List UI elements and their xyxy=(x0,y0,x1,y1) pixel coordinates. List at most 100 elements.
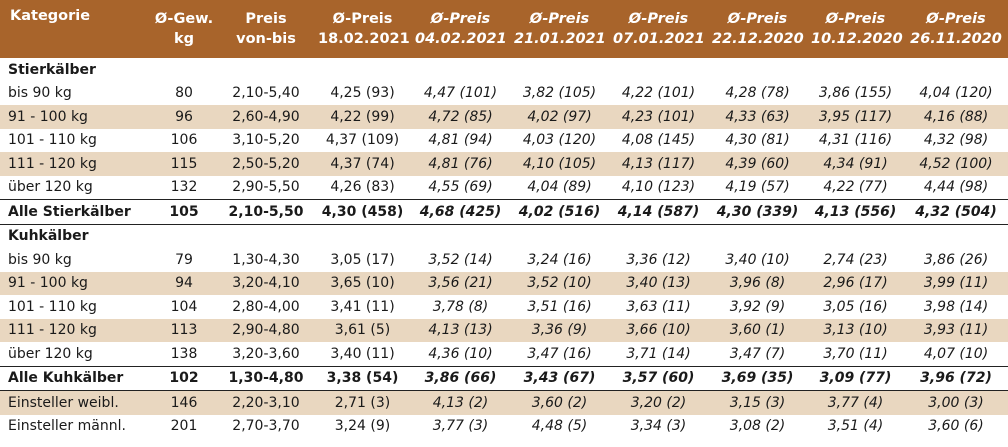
value-cell: 3,47 (7) xyxy=(708,342,807,366)
category-cell: Einsteller männl. xyxy=(0,414,150,438)
header-col-6: Ø-Preis 07.01.2021 xyxy=(609,0,708,58)
value-cell: 3,93 (11) xyxy=(904,318,1008,342)
value-cell xyxy=(904,58,1008,82)
value-cell: 1,30-4,80 xyxy=(218,365,314,391)
value-cell: 3,13 (10) xyxy=(807,318,904,342)
value-cell: 2,71 (3) xyxy=(314,390,411,415)
header-line1: Ø-Preis xyxy=(332,11,393,27)
value-cell: 4,04 (120) xyxy=(904,81,1008,105)
header-col-8: Ø-Preis 10.12.2020 xyxy=(807,0,904,58)
header-line2: 18.02.2021 xyxy=(318,31,410,47)
value-cell: 2,50-5,20 xyxy=(218,152,314,176)
table-body: Stierkälber bis 90 kg 80 2,10-5,40 4,25 (93)… xyxy=(0,58,1008,438)
value-cell: 3,00 (3) xyxy=(904,390,1008,415)
value-cell: 3,43 (67) xyxy=(510,365,609,391)
total-row: Alle Kuhkälber 102 1,30-4,80 3,38 (54) 3,86 … xyxy=(0,365,1008,391)
value-cell: 4,08 (145) xyxy=(609,128,708,152)
value-cell: 4,19 (57) xyxy=(708,175,807,200)
header-line2: 21.01.2021 xyxy=(514,31,606,47)
price-table: Kategorie Ø-Gew. kg Preis von-bis Ø-Preis 18.0… xyxy=(0,0,1008,438)
category-cell: über 120 kg xyxy=(0,175,150,200)
value-cell: 2,80-4,00 xyxy=(218,295,314,319)
value-cell: 4,22 (99) xyxy=(314,105,411,129)
value-cell: 3,47 (16) xyxy=(510,342,609,366)
value-cell: 4,04 (89) xyxy=(510,175,609,200)
value-cell: 2,90-5,50 xyxy=(218,175,314,200)
header-line2: 07.01.2021 xyxy=(613,31,705,47)
header-line1: Ø-Preis xyxy=(628,11,689,27)
table-row: 101 - 110 kg 104 2,80-4,00 3,41 (11) 3,78 (8… xyxy=(0,295,1008,319)
header-line2: 04.02.2021 xyxy=(415,31,507,47)
value-cell: 4,81 (76) xyxy=(411,152,510,176)
value-cell: 4,39 (60) xyxy=(708,152,807,176)
value-cell xyxy=(411,224,510,248)
value-cell xyxy=(150,224,218,248)
value-cell: 3,86 (26) xyxy=(904,248,1008,272)
value-cell: 3,15 (3) xyxy=(708,390,807,415)
value-cell: 4,48 (5) xyxy=(510,414,609,438)
value-cell: 3,70 (11) xyxy=(807,342,904,366)
value-cell: 3,36 (12) xyxy=(609,248,708,272)
value-cell xyxy=(314,224,411,248)
header-line2: 10.12.2020 xyxy=(811,31,903,47)
value-cell xyxy=(510,224,609,248)
value-cell: 3,61 (5) xyxy=(314,318,411,342)
table-row: Einsteller weibl. 146 2,20-3,10 2,71 (3) 4,1… xyxy=(0,390,1008,415)
value-cell: 3,99 (11) xyxy=(904,271,1008,295)
value-cell xyxy=(314,58,411,82)
value-cell: 3,77 (4) xyxy=(807,390,904,415)
value-cell xyxy=(411,58,510,82)
value-cell: 3,51 (16) xyxy=(510,295,609,319)
category-cell: Alle Kuhkälber xyxy=(0,365,150,391)
value-cell: 4,13 (2) xyxy=(411,390,510,415)
header-line1: Ø-Preis xyxy=(727,11,788,27)
header-col-4: Ø-Preis 04.02.2021 xyxy=(411,0,510,58)
value-cell: 4,81 (94) xyxy=(411,128,510,152)
value-cell: 4,23 (101) xyxy=(609,105,708,129)
value-cell: 3,77 (3) xyxy=(411,414,510,438)
header-line1: Ø-Gew. xyxy=(154,11,214,27)
value-cell: 3,78 (8) xyxy=(411,295,510,319)
value-cell: 4,52 (100) xyxy=(904,152,1008,176)
value-cell: 3,52 (10) xyxy=(510,271,609,295)
value-cell: 2,10-5,50 xyxy=(218,199,314,225)
value-cell: 201 xyxy=(150,414,218,438)
value-cell: 3,20 (2) xyxy=(609,390,708,415)
value-cell: 105 xyxy=(150,199,218,225)
value-cell: 96 xyxy=(150,105,218,129)
table-row: 91 - 100 kg 94 3,20-4,10 3,65 (10) 3,56 (21)… xyxy=(0,271,1008,295)
header-line1: Ø-Preis xyxy=(529,11,590,27)
value-cell xyxy=(708,224,807,248)
category-cell: 91 - 100 kg xyxy=(0,271,150,295)
value-cell xyxy=(150,58,218,82)
header-col-5: Ø-Preis 21.01.2021 xyxy=(510,0,609,58)
value-cell: 2,70-3,70 xyxy=(218,414,314,438)
value-cell: 80 xyxy=(150,81,218,105)
value-cell xyxy=(510,58,609,82)
value-cell: 4,07 (10) xyxy=(904,342,1008,366)
value-cell: 3,56 (21) xyxy=(411,271,510,295)
value-cell: 3,24 (16) xyxy=(510,248,609,272)
category-cell: Stierkälber xyxy=(0,58,150,82)
value-cell: 3,86 (155) xyxy=(807,81,904,105)
value-cell: 4,72 (85) xyxy=(411,105,510,129)
header-line2: kg xyxy=(173,31,195,47)
value-cell xyxy=(218,224,314,248)
category-cell: bis 90 kg xyxy=(0,81,150,105)
table-row: 111 - 120 kg 115 2,50-5,20 4,37 (74) 4,81 (7… xyxy=(0,152,1008,176)
category-cell: bis 90 kg xyxy=(0,248,150,272)
value-cell: 104 xyxy=(150,295,218,319)
category-cell: 101 - 110 kg xyxy=(0,295,150,319)
value-cell: 4,14 (587) xyxy=(609,199,708,225)
value-cell: 102 xyxy=(150,365,218,391)
value-cell: 4,02 (516) xyxy=(510,199,609,225)
table-row: Einsteller männl. 201 2,70-3,70 3,24 (9) 3,7… xyxy=(0,414,1008,438)
table-row: über 120 kg 132 2,90-5,50 4,26 (83) 4,55 (69… xyxy=(0,175,1008,200)
header-line2: 26.11.2020 xyxy=(910,31,1002,47)
value-cell: 4,68 (425) xyxy=(411,199,510,225)
value-cell: 4,32 (98) xyxy=(904,128,1008,152)
value-cell: 146 xyxy=(150,390,218,415)
value-cell: 2,96 (17) xyxy=(807,271,904,295)
value-cell: 3,69 (35) xyxy=(708,365,807,391)
value-cell: 4,02 (97) xyxy=(510,105,609,129)
